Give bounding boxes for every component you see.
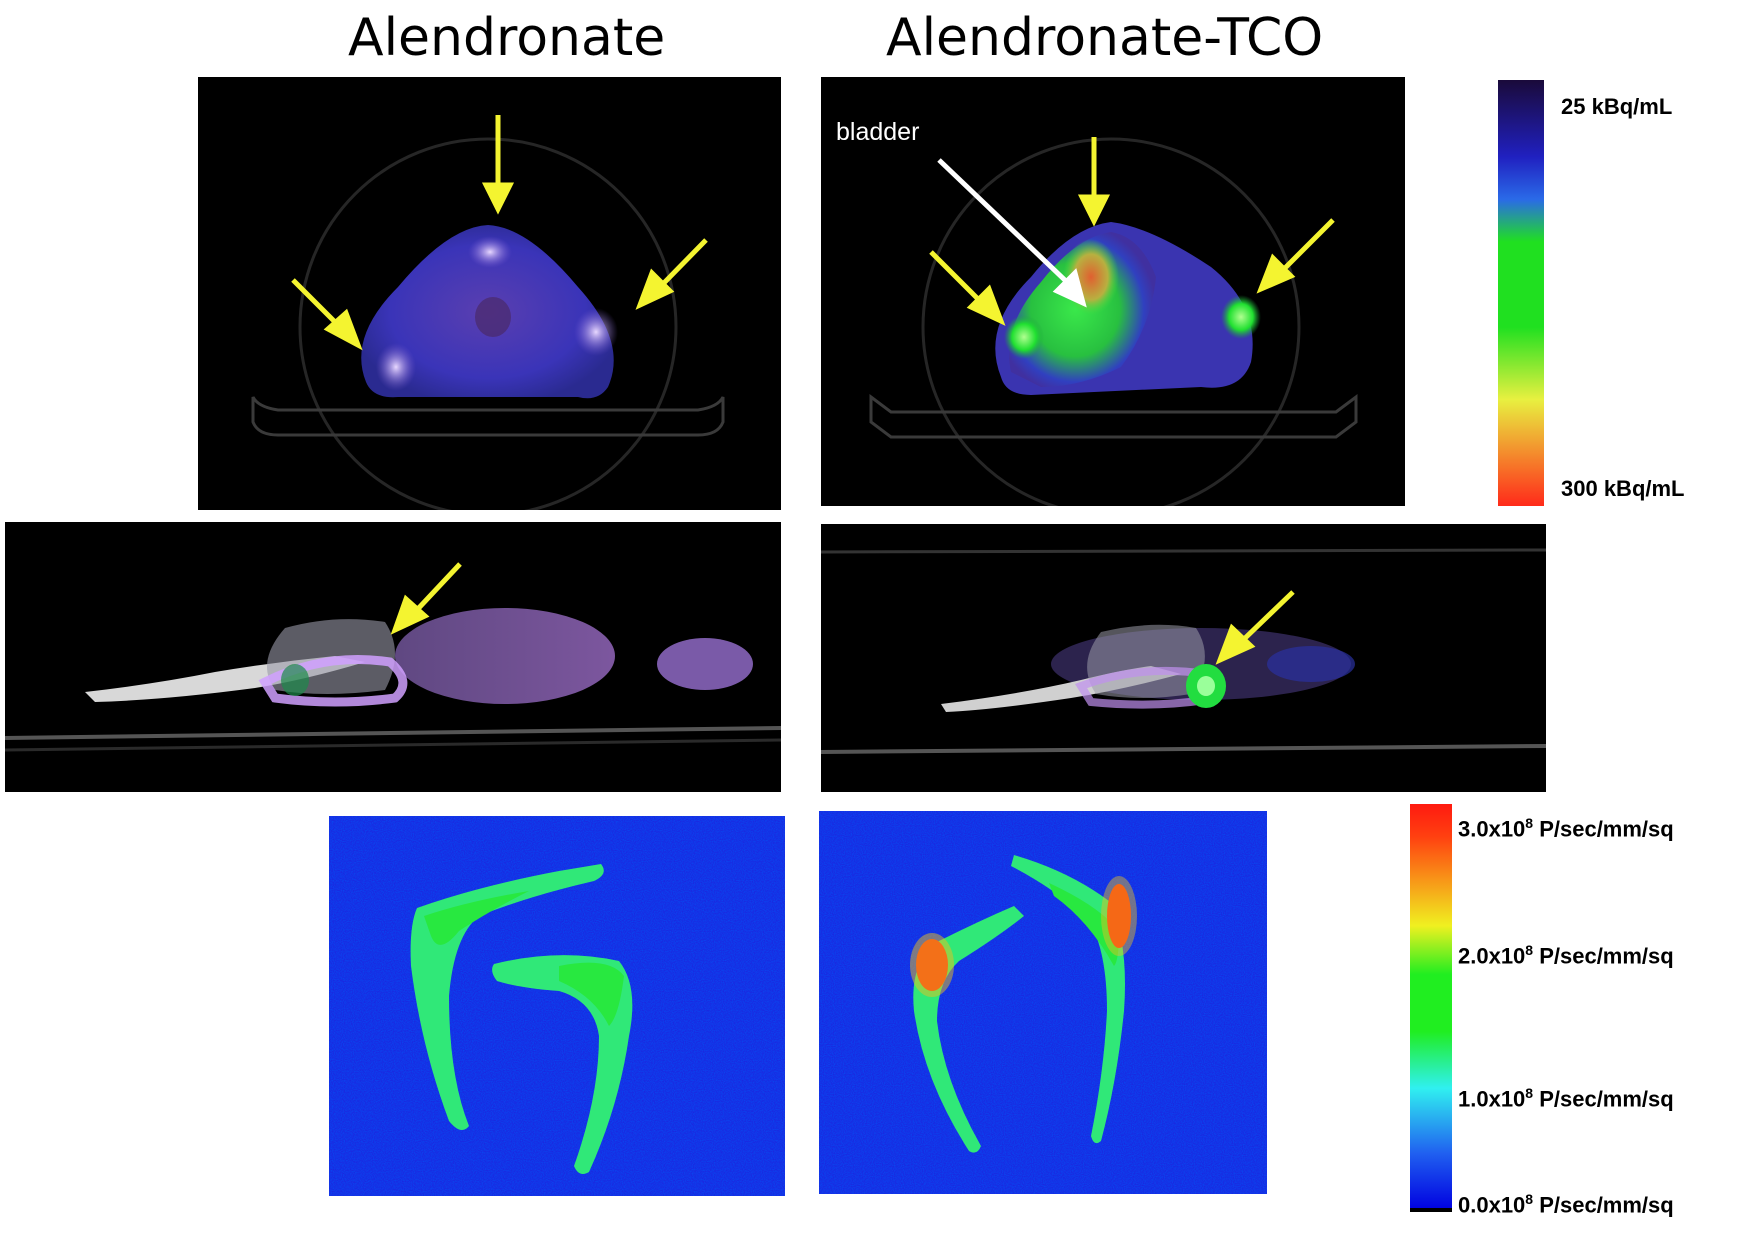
pet-colorbar-bottom-label: 300 kBq/mL — [1561, 476, 1685, 501]
sagittal-head — [657, 638, 753, 690]
arrow-icon — [1077, 137, 1111, 227]
hotspot-uptake — [1107, 884, 1131, 948]
arrow-icon — [635, 238, 708, 310]
ct-gantry-circle — [921, 137, 1301, 506]
pet-colorbar — [1498, 80, 1544, 506]
fluorescence-panel-alendronate-tco — [819, 811, 1267, 1194]
column-title-alendronate-tco: Alendronate-TCO — [886, 8, 1324, 68]
sagittal-body — [395, 608, 615, 704]
arrow-icon — [1256, 218, 1335, 294]
arrow-icon — [1215, 590, 1295, 665]
column-title-alendronate: Alendronate — [348, 8, 666, 68]
axial-pet-panel-alendronate-tco — [821, 77, 1405, 506]
axial-pet-panel-alendronate — [198, 77, 781, 510]
fluorescence-colorbar — [1410, 804, 1452, 1210]
fluorescence-tick-2: 2.0x108 P/sec/mm/sq — [1458, 942, 1674, 969]
ct-bed-outline — [869, 394, 1358, 439]
fluorescence-tick-1: 1.0x108 P/sec/mm/sq — [1458, 1085, 1674, 1112]
ct-bed-outline — [251, 396, 725, 437]
bladder-arrow-icon — [937, 158, 1087, 308]
bone-uptake-spot — [1004, 315, 1044, 359]
arrow-icon — [481, 115, 515, 215]
fluorescence-tick-3: 3.0x108 P/sec/mm/sq — [1458, 815, 1674, 842]
arrow-icon — [929, 250, 1006, 326]
bone-uptake-spot — [1221, 295, 1261, 339]
arrow-icon — [291, 278, 363, 351]
pelvis-uptake — [258, 655, 408, 707]
tibia-bone — [492, 955, 633, 1174]
bone-uptake-spot — [574, 308, 618, 356]
sagittal-pet-panel-alendronate-tco — [821, 524, 1546, 792]
pet-colorbar-top-label: 25 kBq/mL — [1561, 94, 1673, 119]
sagittal-pet-panel-alendronate — [5, 522, 781, 792]
bone-uptake-spot — [376, 343, 416, 391]
fluorescence-panel-alendronate — [329, 816, 785, 1196]
bladder-label: bladder — [836, 118, 920, 146]
fluorescence-tick-0: 0.0x108 P/sec/mm/sq — [1458, 1191, 1674, 1218]
spine-uptake-spot — [468, 236, 512, 268]
ct-gantry-circle — [298, 137, 678, 510]
arrow-icon — [390, 562, 462, 635]
